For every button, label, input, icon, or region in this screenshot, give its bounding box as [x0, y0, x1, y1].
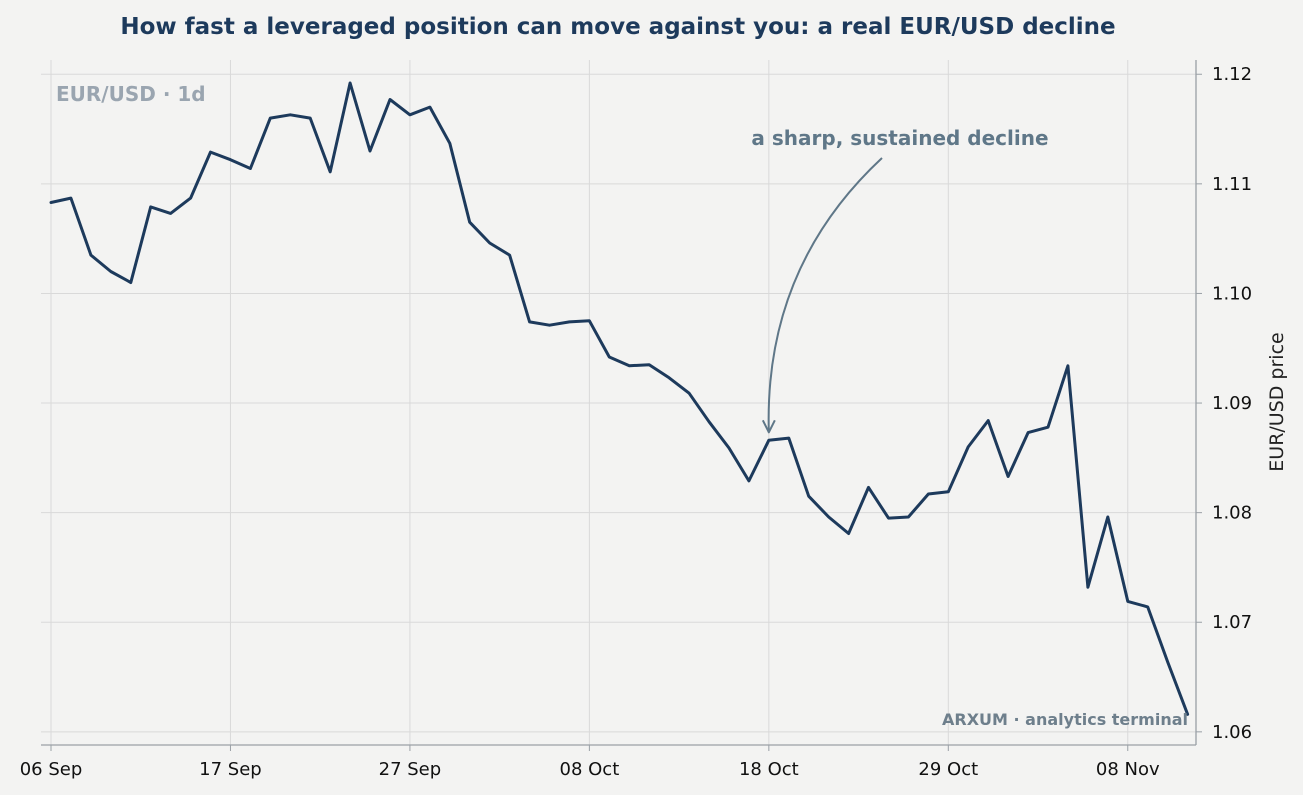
annotation-text: a sharp, sustained decline	[751, 126, 1048, 150]
series-line-eurusd	[49, 81, 1190, 716]
annotation-arrowhead	[761, 419, 776, 434]
annotation-arrow	[767, 157, 883, 433]
y-tick-label: 1.06	[1212, 722, 1252, 743]
y-tick-label: 1.12	[1212, 64, 1252, 85]
y-tick-label: 1.10	[1212, 283, 1252, 304]
chart-watermark: EUR/USD · 1d	[56, 82, 206, 106]
x-tick-label: 08 Oct	[560, 759, 620, 780]
y-tick-label: 1.09	[1212, 393, 1252, 414]
axes	[41, 60, 1197, 746]
y-axis-label: EUR/USD price	[1266, 332, 1288, 471]
grid	[41, 60, 1196, 745]
x-tick-label: 06 Sep	[20, 759, 83, 780]
footer-credit: ARXUM · analytics terminal	[942, 710, 1188, 729]
chart-title: How fast a leveraged position can move a…	[120, 14, 1115, 40]
x-tick-label: 08 Nov	[1096, 759, 1160, 780]
y-tick-label: 1.08	[1212, 503, 1252, 524]
x-tick-label: 29 Oct	[918, 759, 978, 780]
annotation: a sharp, sustained decline	[751, 126, 1049, 434]
y-tick-label: 1.07	[1212, 612, 1252, 633]
y-tick-label: 1.11	[1212, 174, 1252, 195]
x-tick-label: 27 Sep	[379, 759, 442, 780]
y-axis-ticks: 1.06 1.07 1.08 1.09 1.10 1.11 1.12	[1196, 64, 1252, 743]
x-axis-ticks: 06 Sep 17 Sep 27 Sep 08 Oct 18 Oct 29 Oct 08 N…	[20, 745, 1160, 780]
series-group	[49, 81, 1190, 716]
x-tick-label: 17 Sep	[199, 759, 262, 780]
x-tick-label: 18 Oct	[739, 759, 799, 780]
